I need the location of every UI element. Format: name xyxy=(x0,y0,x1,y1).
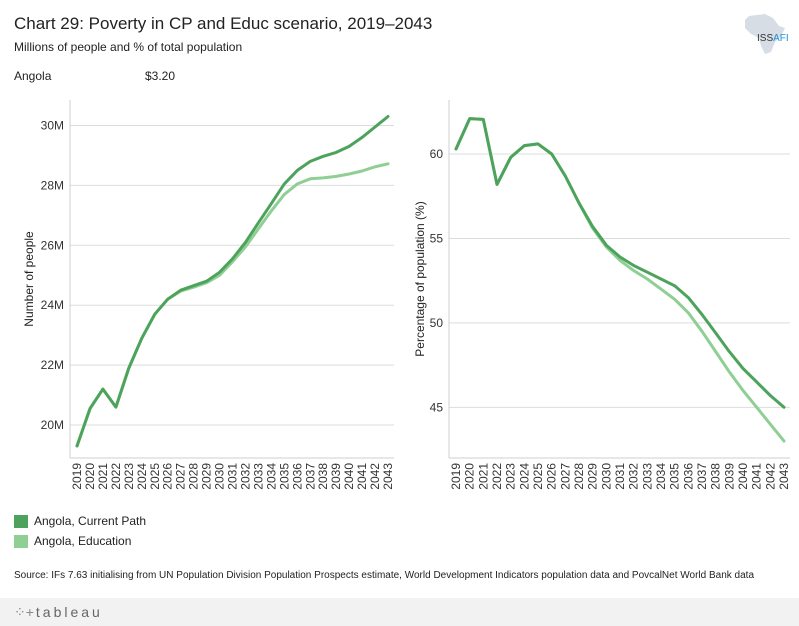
chart2-x-tick-label: 2040 xyxy=(736,463,750,490)
chart1-x-tick-label: 2031 xyxy=(226,463,240,490)
legend-label-current-path: Angola, Current Path xyxy=(34,514,147,528)
chart1-y-axis-label: Number of people xyxy=(22,231,36,327)
chart1-x-tick-label: 2042 xyxy=(368,463,382,490)
chart1-y-tick-label: 30M xyxy=(41,118,64,132)
chart1-x-tick-label: 2029 xyxy=(200,463,214,490)
chart1-x-tick-label: 2019 xyxy=(70,463,84,490)
legend-label-education: Angola, Education xyxy=(34,534,132,548)
chart1-x-tick-label: 2028 xyxy=(187,463,201,490)
poverty-threshold-label: $3.20 xyxy=(145,69,176,83)
africa-map-icon xyxy=(745,14,785,54)
chart1-x-tick-label: 2027 xyxy=(174,463,188,490)
chart1-x-tick-label: 2041 xyxy=(355,463,369,490)
chart2-x-tick-label: 2036 xyxy=(681,463,695,490)
chart1-x-tick-label: 2023 xyxy=(122,463,136,490)
legend-swatch-education xyxy=(14,534,28,548)
chart1-x-tick-label: 2037 xyxy=(303,463,317,490)
chart1-x-tick-label: 2020 xyxy=(83,463,97,490)
chart2-x-tick-label: 2025 xyxy=(531,463,545,490)
chart2-x-tick-label: 2019 xyxy=(449,463,463,490)
chart1-x-tick-label: 2038 xyxy=(316,463,330,490)
chart2-x-tick-label: 2027 xyxy=(558,463,572,490)
chart2-y-tick-label: 45 xyxy=(430,400,444,414)
chart2-x-tick-label: 2028 xyxy=(572,463,586,490)
chart1-x-tick-label: 2034 xyxy=(264,463,278,490)
chart2-x-tick-label: 2037 xyxy=(695,463,709,490)
chart2-x-tick-label: 2029 xyxy=(586,463,600,490)
chart1-x-tick-label: 2026 xyxy=(161,463,175,490)
chart1-x-tick-label: 2035 xyxy=(277,463,291,490)
legend-swatch-current-path xyxy=(14,514,28,528)
source-note: Source: IFs 7.63 initialising from UN Po… xyxy=(14,570,755,581)
chart1-y-tick-label: 20M xyxy=(41,418,64,432)
legend-item-education[interactable]: Angola, Education xyxy=(14,531,146,551)
chart2-y-tick-label: 60 xyxy=(430,147,444,161)
chart2-x-tick-label: 2023 xyxy=(504,463,518,490)
chart2-x-tick-label: 2026 xyxy=(545,463,559,490)
chart1-x-tick-label: 2030 xyxy=(213,463,227,490)
chart2-y-axis-label: Percentage of population (%) xyxy=(413,201,427,356)
chart2-x-tick-label: 2032 xyxy=(627,463,641,490)
chart1-y-tick-label: 22M xyxy=(41,358,64,372)
chart1-y-tick-label: 28M xyxy=(41,178,64,192)
chart1-x-tick-label: 2022 xyxy=(109,463,123,490)
chart1-x-tick-label: 2043 xyxy=(381,463,395,490)
chart2-x-tick-label: 2043 xyxy=(777,463,791,490)
chart2-x-tick-label: 2039 xyxy=(722,463,736,490)
chart2-x-tick-label: 2030 xyxy=(599,463,613,490)
chart1-y-tick-label: 24M xyxy=(41,298,64,312)
chart2-x-tick-label: 2038 xyxy=(709,463,723,490)
country-label: Angola xyxy=(14,69,52,83)
chart2-x-tick-label: 2035 xyxy=(668,463,682,490)
tableau-logo-icon: ⁘+ xyxy=(14,604,34,620)
legend: Angola, Current Path Angola, Education xyxy=(14,511,146,551)
chart-title: Chart 29: Poverty in CP and Educ scenari… xyxy=(14,14,433,33)
chart1-x-tick-label: 2021 xyxy=(96,463,110,490)
chart2-x-tick-label: 2031 xyxy=(613,463,627,490)
chart2-x-tick-label: 2034 xyxy=(654,463,668,490)
chart1-series-current-path-line xyxy=(75,115,390,448)
chart1-y-tick-label: 26M xyxy=(41,238,64,252)
chart1-x-tick-label: 2040 xyxy=(342,463,356,490)
chart2-y-tick-label: 55 xyxy=(430,231,444,245)
chart2-x-tick-label: 2021 xyxy=(476,463,490,490)
chart2-series-current-path-line xyxy=(454,117,786,409)
chart2-x-tick-label: 2020 xyxy=(463,463,477,490)
chart-subtitle: Millions of people and % of total popula… xyxy=(14,40,243,54)
chart2-y-tick-label: 50 xyxy=(430,316,444,330)
chart1-x-tick-label: 2039 xyxy=(329,463,343,490)
chart1-x-tick-label: 2033 xyxy=(251,463,265,490)
logo-text: ISSAFI xyxy=(757,33,789,44)
legend-item-current-path[interactable]: Angola, Current Path xyxy=(14,511,146,531)
chart2-x-tick-label: 2042 xyxy=(763,463,777,490)
chart1-x-tick-label: 2036 xyxy=(290,463,304,490)
chart2-x-tick-label: 2024 xyxy=(517,463,531,490)
chart2-x-tick-label: 2022 xyxy=(490,463,504,490)
chart1-x-tick-label: 2032 xyxy=(238,463,252,490)
chart2-x-tick-label: 2033 xyxy=(640,463,654,490)
chart1-x-tick-label: 2024 xyxy=(135,463,149,490)
footer-bar xyxy=(0,598,799,626)
chart1-x-tick-label: 2025 xyxy=(148,463,162,490)
tableau-brand[interactable]: ⁘+ tableau xyxy=(14,604,103,620)
chart2-x-tick-label: 2041 xyxy=(750,463,764,490)
